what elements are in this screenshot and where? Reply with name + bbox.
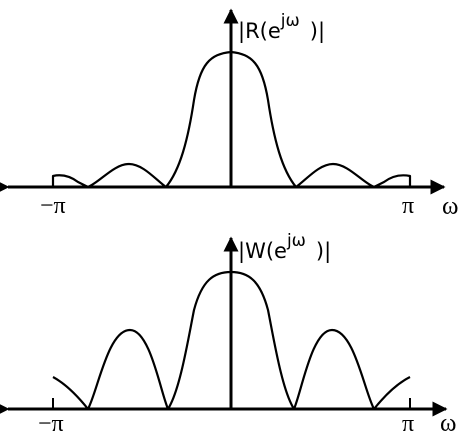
plot-r: |R(ejω)| −π π ω [0,8,458,220]
w-y-label: |W(ejω)| [238,231,331,264]
r-magnitude-curve [51,50,412,189]
r-y-label: |R(ejω)| [238,11,325,44]
r-x-label: ω [442,193,458,220]
w-magnitude-curve [52,270,411,411]
w-x-label: ω [440,410,456,433]
r-tick-label-left: −π [40,193,66,219]
plot-w: |W(ejω)| −π π ω [0,231,456,433]
r-tick-label-right: π [402,193,414,219]
w-tick-label-left: −π [38,411,64,433]
w-tick-label-right: π [402,411,414,433]
